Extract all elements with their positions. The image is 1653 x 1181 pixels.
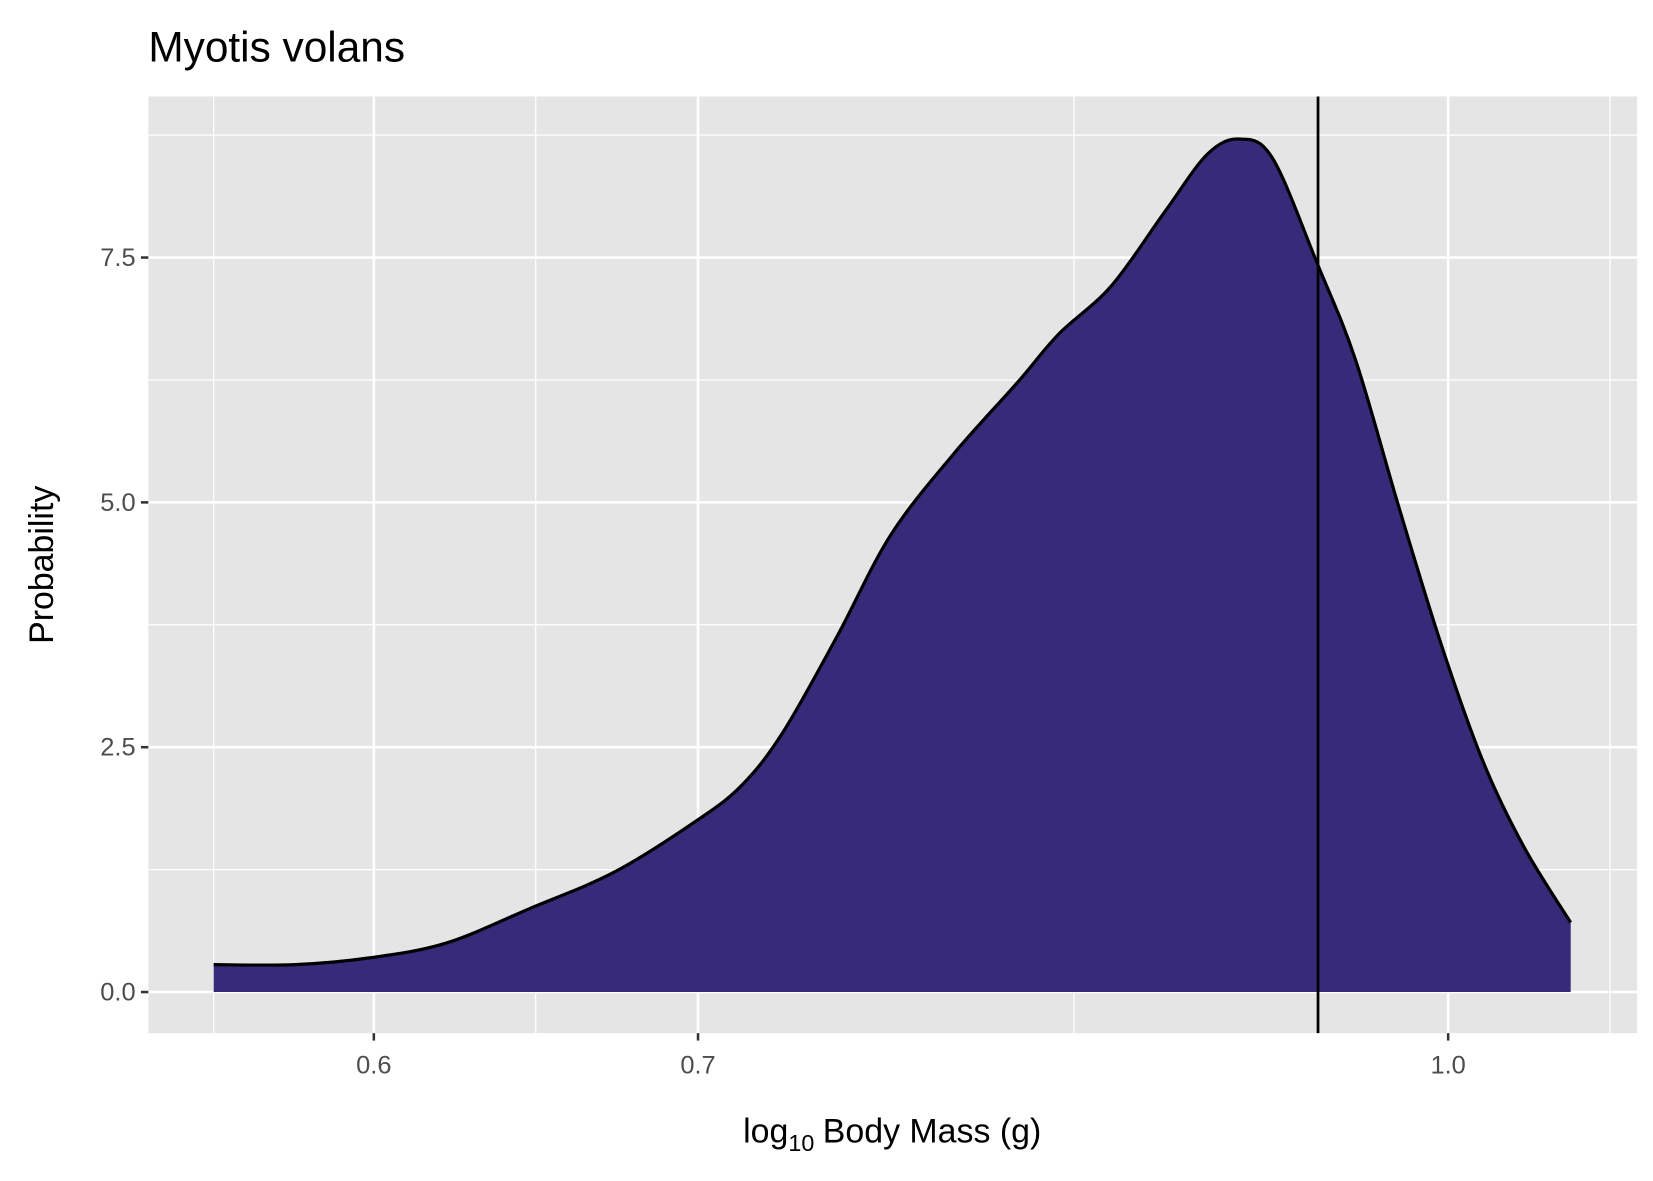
x-axis-title-log: log [743, 1112, 788, 1150]
x-axis-title: log10 Body Mass (g) [743, 1112, 1041, 1155]
y-tick-label: 5.0 [100, 489, 135, 517]
x-tick-label: 1.0 [1430, 1051, 1465, 1079]
y-tick-label: 7.5 [100, 244, 135, 272]
x-tick-label: 0.7 [680, 1051, 715, 1079]
density-area [213, 138, 1571, 993]
x-axis-title-base: 10 [788, 1130, 814, 1156]
density-line [213, 137, 1573, 967]
y-tick-label: 2.5 [100, 734, 135, 762]
x-axis-title-rest: Body Mass (g) [823, 1112, 1041, 1150]
chart-title: Myotis volans [148, 23, 405, 70]
x-tick-label: 0.6 [356, 1051, 391, 1079]
y-axis-title: Probability [23, 486, 61, 644]
y-tick-label: 0.0 [100, 979, 135, 1007]
